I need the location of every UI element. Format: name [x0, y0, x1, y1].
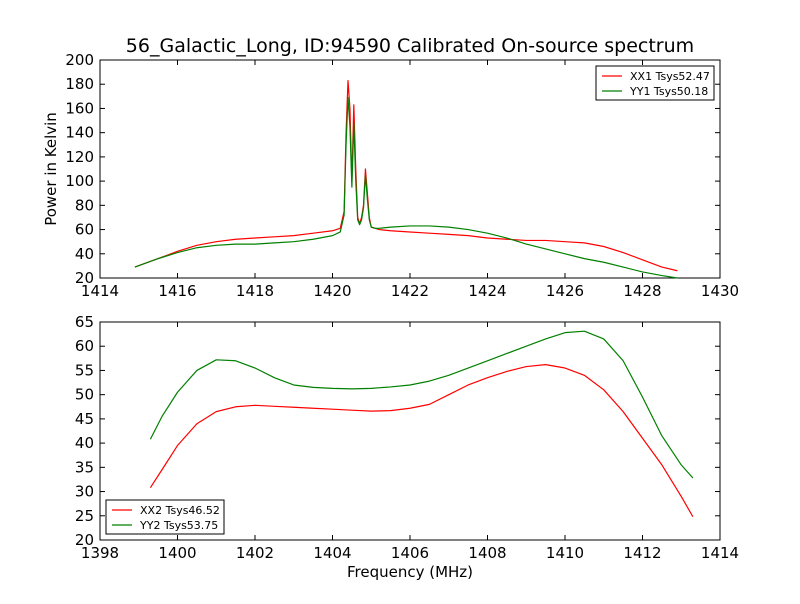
- x-tick-label: 1398: [81, 544, 119, 562]
- y-tick-label: 40: [75, 245, 94, 263]
- series-line-1: [149, 364, 694, 518]
- bottom-spectrum-plot: 1398 1400 1402 1404 1406 1408 1410 1412 1414 20 25…: [75, 313, 739, 581]
- y-tick-label: 60: [75, 221, 94, 239]
- x-tick-label: 1420: [313, 282, 351, 300]
- y-tick-label: 50: [75, 386, 94, 404]
- x-tick-label: 1404: [313, 544, 351, 562]
- y-tick-label: 35: [75, 458, 94, 476]
- x-tick-label: 1414: [81, 282, 119, 300]
- series-line-2: [149, 330, 694, 479]
- y-tick-label: 65: [75, 313, 94, 331]
- y-axis-label: Power in Kelvin: [42, 112, 60, 226]
- top-spectrum-plot: 1414 1416 1418 1420 1422 1424 1426 1428 1430 20 40…: [42, 51, 739, 300]
- legend-label: YY2 Tsys53.75: [139, 519, 218, 532]
- y-tick-label: 60: [75, 337, 94, 355]
- y-tick-label: 30: [75, 483, 94, 501]
- legend: XX2 Tsys46.52 YY2 Tsys53.75: [105, 499, 225, 535]
- y-tick-label: 20: [75, 269, 94, 287]
- x-tick-label: 1428: [623, 282, 661, 300]
- x-tick-label: 1416: [158, 282, 196, 300]
- legend: XX1 Tsys52.47 YY1 Tsys50.18: [595, 65, 715, 101]
- y-tick-label: 120: [65, 148, 94, 166]
- x-tick-label: 1400: [158, 544, 196, 562]
- y-tick-label: 80: [75, 196, 94, 214]
- y-tick-label: 40: [75, 434, 94, 452]
- x-axis-label: Frequency (MHz): [347, 563, 473, 581]
- legend-label: XX1 Tsys52.47: [630, 70, 710, 83]
- y-tick-label: 180: [65, 75, 94, 93]
- y-tick-label: 25: [75, 507, 94, 525]
- x-tick-label: 1410: [546, 544, 584, 562]
- x-tick-label: 1430: [701, 282, 739, 300]
- y-tick-label: 200: [65, 51, 94, 69]
- figure-title: 56_Galactic_Long, ID:94590 Calibrated On…: [126, 35, 694, 57]
- x-tick-label: 1408: [468, 544, 506, 562]
- x-tick-label: 1422: [391, 282, 429, 300]
- x-tick-label: 1412: [623, 544, 661, 562]
- y-tick-label: 100: [65, 172, 94, 190]
- y-tick-label: 55: [75, 361, 94, 379]
- y-tick-label: 45: [75, 410, 94, 428]
- series-line-2: [134, 96, 678, 279]
- x-tick-label: 1402: [236, 544, 274, 562]
- y-tick-label: 160: [65, 99, 94, 117]
- x-tick-label: 1426: [546, 282, 584, 300]
- legend-label: YY1 Tsys50.18: [629, 85, 708, 98]
- legend-box: [595, 65, 715, 101]
- legend-label: XX2 Tsys46.52: [140, 504, 220, 517]
- legend-box: [105, 499, 225, 535]
- x-tick-label: 1424: [468, 282, 506, 300]
- x-tick-label: 1406: [391, 544, 429, 562]
- x-tick-label: 1414: [701, 544, 739, 562]
- x-tick-label: 1418: [236, 282, 274, 300]
- y-tick-label: 20: [75, 531, 94, 549]
- y-tick-label: 140: [65, 124, 94, 142]
